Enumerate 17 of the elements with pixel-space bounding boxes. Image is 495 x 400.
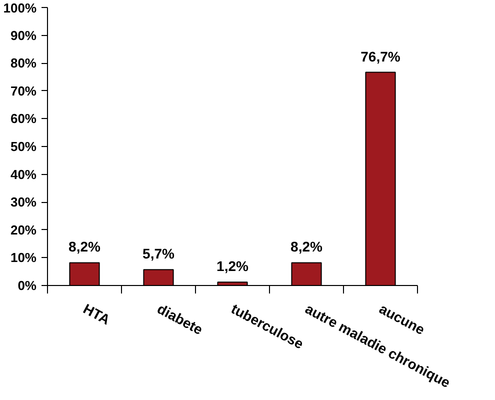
y-tick-label: 70% xyxy=(10,83,37,98)
x-tick-label: HTA xyxy=(80,300,113,328)
data-label: 5,7% xyxy=(142,246,176,262)
data-label: 1,2% xyxy=(216,258,250,274)
data-label: 76,7% xyxy=(360,48,401,64)
y-tick-label: 10% xyxy=(10,250,37,266)
y-tick-label: 80% xyxy=(10,56,37,71)
data-label: 8,2% xyxy=(68,238,102,255)
data-label: 8,2% xyxy=(290,238,324,255)
y-tick-label: 20% xyxy=(10,222,37,238)
y-tick-label: 30% xyxy=(10,194,37,210)
y-tick-label: 60% xyxy=(10,111,37,126)
y-tick-label: 0% xyxy=(18,278,37,293)
y-tick-label: 40% xyxy=(10,166,37,182)
y-tick-label: 90% xyxy=(10,28,37,43)
y-tick-label: 100% xyxy=(3,0,37,16)
y-tick-label: 50% xyxy=(10,139,37,154)
